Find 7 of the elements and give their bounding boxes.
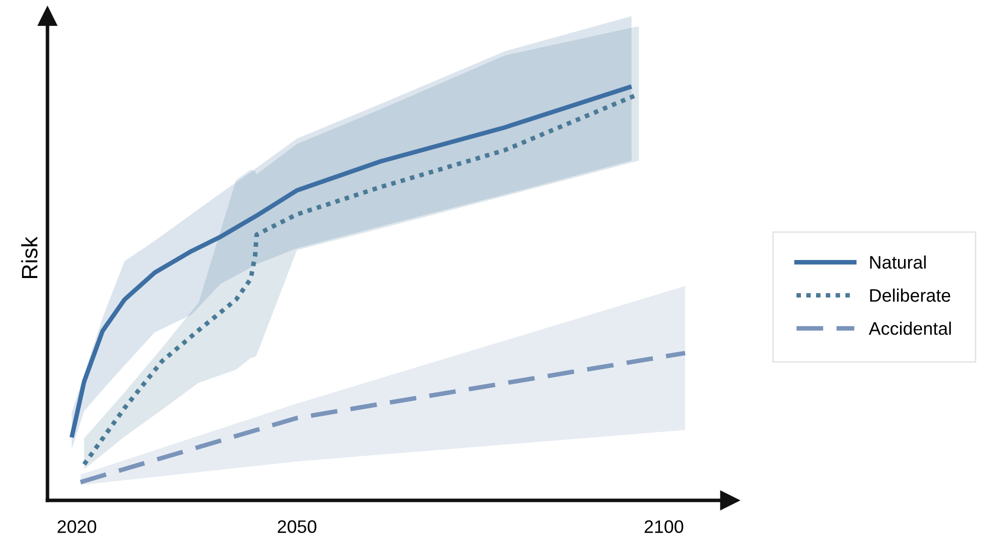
x-tick-label: 2050 bbox=[278, 520, 316, 534]
y-axis-title: Risk bbox=[21, 236, 38, 278]
x-tick-label: 2100 bbox=[644, 520, 684, 534]
x-tick-label: 2020 bbox=[58, 520, 96, 534]
legend-label: Natural bbox=[870, 255, 926, 269]
legend-label: Accidental bbox=[868, 322, 951, 335]
legend-label: Deliberate bbox=[870, 288, 950, 302]
